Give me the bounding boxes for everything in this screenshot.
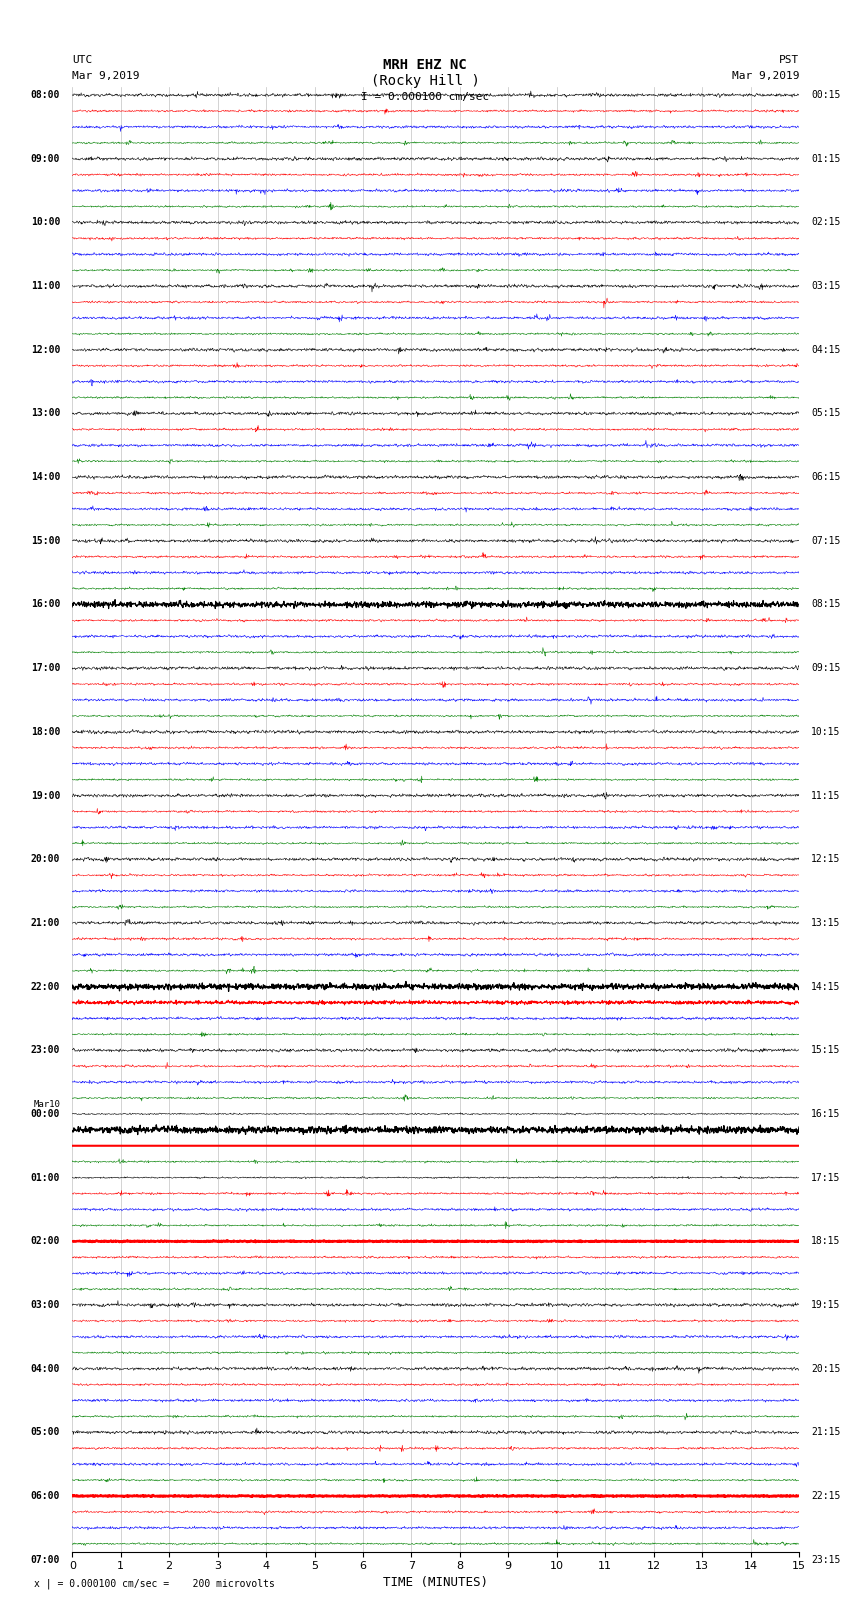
Text: 09:15: 09:15 xyxy=(811,663,841,673)
Text: 21:15: 21:15 xyxy=(811,1428,841,1437)
Text: 07:00: 07:00 xyxy=(31,1555,60,1565)
Text: 09:00: 09:00 xyxy=(31,153,60,165)
Text: 03:15: 03:15 xyxy=(811,281,841,290)
Text: 08:15: 08:15 xyxy=(811,600,841,610)
Text: 15:15: 15:15 xyxy=(811,1045,841,1055)
Text: 14:15: 14:15 xyxy=(811,982,841,992)
Text: 06:15: 06:15 xyxy=(811,473,841,482)
Text: Mar 9,2019: Mar 9,2019 xyxy=(732,71,799,81)
Text: 19:15: 19:15 xyxy=(811,1300,841,1310)
Text: 16:00: 16:00 xyxy=(31,600,60,610)
Text: 23:15: 23:15 xyxy=(811,1555,841,1565)
Text: 04:15: 04:15 xyxy=(811,345,841,355)
Text: I = 0.000100 cm/sec: I = 0.000100 cm/sec xyxy=(361,92,489,102)
Text: 01:15: 01:15 xyxy=(811,153,841,165)
Text: 01:00: 01:00 xyxy=(31,1173,60,1182)
Text: 12:00: 12:00 xyxy=(31,345,60,355)
Text: 17:00: 17:00 xyxy=(31,663,60,673)
Text: 02:15: 02:15 xyxy=(811,218,841,227)
Text: 15:00: 15:00 xyxy=(31,536,60,545)
Text: 23:00: 23:00 xyxy=(31,1045,60,1055)
Text: 13:00: 13:00 xyxy=(31,408,60,418)
Text: 17:15: 17:15 xyxy=(811,1173,841,1182)
Text: 16:15: 16:15 xyxy=(811,1108,841,1119)
Text: 13:15: 13:15 xyxy=(811,918,841,927)
Text: Mar 9,2019: Mar 9,2019 xyxy=(72,71,139,81)
Text: UTC: UTC xyxy=(72,55,93,65)
Text: 18:15: 18:15 xyxy=(811,1236,841,1247)
Text: MRH EHZ NC: MRH EHZ NC xyxy=(383,58,467,71)
Text: 07:15: 07:15 xyxy=(811,536,841,545)
Text: x | = 0.000100 cm/sec =    200 microvolts: x | = 0.000100 cm/sec = 200 microvolts xyxy=(34,1579,275,1589)
Text: 03:00: 03:00 xyxy=(31,1300,60,1310)
Text: 05:00: 05:00 xyxy=(31,1428,60,1437)
Text: 11:15: 11:15 xyxy=(811,790,841,800)
Text: 11:00: 11:00 xyxy=(31,281,60,290)
Text: (Rocky Hill ): (Rocky Hill ) xyxy=(371,74,479,87)
Text: 00:15: 00:15 xyxy=(811,90,841,100)
Text: 22:00: 22:00 xyxy=(31,982,60,992)
Text: 10:15: 10:15 xyxy=(811,727,841,737)
Text: PST: PST xyxy=(779,55,799,65)
Text: 10:00: 10:00 xyxy=(31,218,60,227)
Text: 12:15: 12:15 xyxy=(811,855,841,865)
Text: 18:00: 18:00 xyxy=(31,727,60,737)
Text: 20:00: 20:00 xyxy=(31,855,60,865)
Text: 02:00: 02:00 xyxy=(31,1236,60,1247)
Text: 08:00: 08:00 xyxy=(31,90,60,100)
Text: 00:00: 00:00 xyxy=(31,1108,60,1119)
Text: 14:00: 14:00 xyxy=(31,473,60,482)
Text: 21:00: 21:00 xyxy=(31,918,60,927)
Text: 05:15: 05:15 xyxy=(811,408,841,418)
Text: Mar10: Mar10 xyxy=(33,1100,60,1108)
X-axis label: TIME (MINUTES): TIME (MINUTES) xyxy=(383,1576,488,1589)
Text: 20:15: 20:15 xyxy=(811,1363,841,1374)
Text: 06:00: 06:00 xyxy=(31,1490,60,1502)
Text: 04:00: 04:00 xyxy=(31,1363,60,1374)
Text: 19:00: 19:00 xyxy=(31,790,60,800)
Text: 22:15: 22:15 xyxy=(811,1490,841,1502)
